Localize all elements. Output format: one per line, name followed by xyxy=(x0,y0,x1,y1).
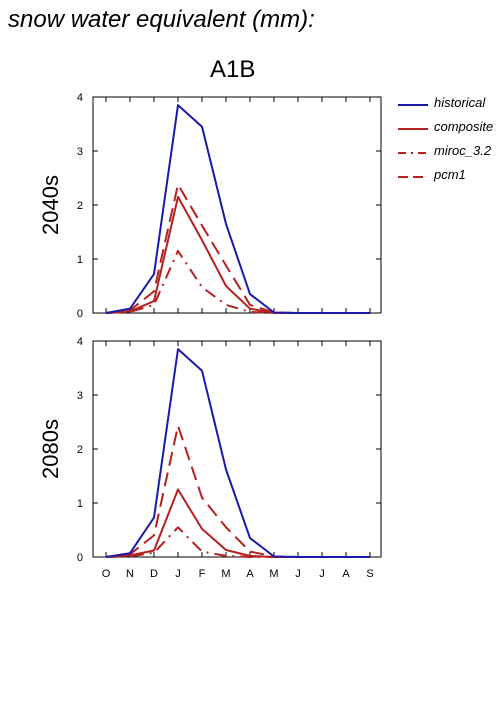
legend-item-historical: historical xyxy=(398,95,501,115)
x-tick-label: F xyxy=(199,568,206,580)
legend-label-pcm1: pcm1 xyxy=(434,167,466,182)
series-line-pcm1 xyxy=(105,183,370,314)
panel-label: 2080s xyxy=(38,419,63,479)
panel-2080s: 0 1 2 3 4 O N D J F M A M J J A S 2080s xyxy=(38,336,382,580)
x-tick-label: D xyxy=(150,568,158,580)
legend-item-pcm1: pcm1 xyxy=(398,167,501,187)
series-line-pcm1 xyxy=(105,424,370,558)
series-line-historical xyxy=(105,104,370,314)
y-tick-label: 1 xyxy=(77,254,83,266)
x-tick-label: M xyxy=(221,568,230,580)
y-tick-label: 3 xyxy=(77,146,83,158)
series-line-miroc-3-2 xyxy=(105,249,370,314)
x-tick-label: N xyxy=(126,568,134,580)
legend-label-historical: historical xyxy=(434,95,486,110)
legend-label-miroc: miroc_3.2 xyxy=(434,143,492,158)
panel-label: 2040s xyxy=(38,175,63,235)
x-tick-label: S xyxy=(366,568,373,580)
x-tick-label: A xyxy=(342,568,350,580)
page-title: snow water equivalent (mm): xyxy=(8,6,315,33)
scenario-label: A1B xyxy=(210,56,256,83)
y-tick-label: 4 xyxy=(77,92,83,104)
series-line-composite xyxy=(105,195,370,314)
y-tick-label: 2 xyxy=(77,200,83,212)
y-tick-label: 1 xyxy=(77,498,83,510)
series-line-historical xyxy=(105,348,370,558)
y-tick-label: 0 xyxy=(77,552,83,564)
legend-item-miroc: miroc_3.2 xyxy=(398,143,501,163)
x-tick-label: J xyxy=(319,568,325,580)
y-tick-label: 0 xyxy=(77,308,83,320)
panel-2040s: 0 1 2 3 4 2040s xyxy=(38,92,382,320)
x-tick-label: O xyxy=(102,568,111,580)
x-tick-label: J xyxy=(295,568,301,580)
series-line-composite xyxy=(105,488,370,558)
legend-item-composite: composite xyxy=(398,119,501,139)
plot-frame xyxy=(92,340,382,558)
y-tick-label: 2 xyxy=(77,444,83,456)
x-tick-label: A xyxy=(246,568,254,580)
x-tick-label: J xyxy=(175,568,181,580)
x-tick-label: M xyxy=(269,568,278,580)
y-tick-label: 3 xyxy=(77,390,83,402)
plot-frame xyxy=(92,96,382,314)
legend-label-composite: composite xyxy=(434,119,494,134)
y-tick-label: 4 xyxy=(77,336,83,348)
